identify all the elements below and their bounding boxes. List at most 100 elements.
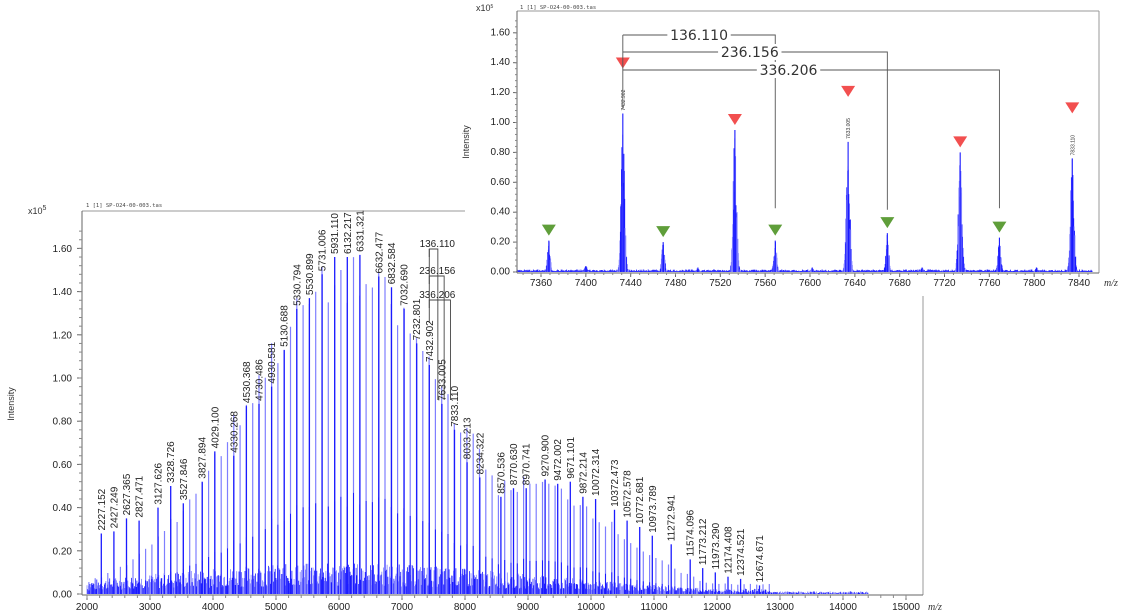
inset-peak-13 <box>1031 267 1042 272</box>
main-peak-label-9: 4330.268 <box>229 411 240 453</box>
main-x-tick-label-8: 10000 <box>577 602 605 613</box>
main-peak-label-38: 10572.578 <box>623 470 634 518</box>
main-peak-label-43: 11773.212 <box>698 518 709 565</box>
inset-peak-5 <box>728 129 741 272</box>
main-x-tick-label-1: 3000 <box>139 602 162 613</box>
inset-peak-6 <box>770 240 780 272</box>
main-peak-label-29: 8570.536 <box>496 452 507 494</box>
main-x-tick-label-6: 8000 <box>454 602 477 613</box>
main-y-tick-label-8: 1.60 <box>53 244 73 255</box>
inset-x-tick-label-1: 7400 <box>575 278 598 289</box>
main-y-scale: x105 <box>28 205 47 216</box>
inset-peak-2 <box>616 113 629 272</box>
green-triangle-marker-6 <box>768 224 783 236</box>
inset-peak-4 <box>693 267 703 272</box>
inset-bracket-label-bg-1 <box>718 44 782 60</box>
main-peak-label-34: 9671.101 <box>566 437 577 479</box>
main-y-tick-label-0: 0.00 <box>53 590 73 601</box>
main-y-tick-label-7: 1.40 <box>53 287 73 298</box>
inset-peak-9 <box>882 233 892 272</box>
inset-bracket-label-bg-0 <box>667 27 731 43</box>
main-x-tick-label-5: 7000 <box>391 602 414 613</box>
main-peak-label-47: 12674.671 <box>755 535 766 583</box>
inset-peak-1 <box>581 266 591 272</box>
main-bracket-label-2: 336.206 <box>419 290 456 301</box>
main-peak-label-31: 8970.741 <box>522 443 533 485</box>
main-peak-label-7: 3827.894 <box>198 437 209 479</box>
inset-peak-label-2: 7432.902 <box>621 89 627 110</box>
main-x-tick-label-9: 11000 <box>640 602 668 613</box>
inset-x-tick-label-2: 7440 <box>620 278 643 289</box>
main-peak-label-8: 4029.100 <box>210 406 221 448</box>
red-triangle-marker-8 <box>841 85 856 97</box>
inset-y-tick-label-3: 0.60 <box>491 177 511 188</box>
main-peak-label-17: 5931.110 <box>330 213 341 254</box>
inset-peak-8 <box>842 141 854 272</box>
inset-x-tick-label-7: 7640 <box>844 278 867 289</box>
inset-peak-3 <box>658 242 668 272</box>
main-y-tick-label-1: 0.20 <box>53 546 73 557</box>
main-x-tick-label-13: 15000 <box>892 602 920 613</box>
main-y-tick-label-5: 1.00 <box>53 374 73 385</box>
main-peak-label-44: 11973.290 <box>711 522 722 569</box>
inset-peak-7 <box>807 267 817 272</box>
main-x-tick-label-12: 14000 <box>829 602 857 613</box>
inset-y-tick-label-8: 1.60 <box>491 27 511 38</box>
inset-peak-12 <box>994 237 1005 272</box>
inset-peak-label-14: 7833.110 <box>1070 135 1076 156</box>
green-triangle-marker-0 <box>541 224 556 236</box>
main-peak-label-4: 3127.626 <box>154 462 165 504</box>
main-peak-label-40: 10973.789 <box>648 485 659 533</box>
main-x-tick-label-7: 9000 <box>517 602 540 613</box>
main-peak-label-3: 2827.471 <box>135 475 146 517</box>
inset-x-tick-label-0: 7360 <box>530 278 553 289</box>
main-bracket-label-1: 236.156 <box>419 266 456 277</box>
main-peak-label-15: 5530.899 <box>305 253 316 295</box>
main-y-tick-label-3: 0.60 <box>53 460 73 471</box>
main-peak-label-36: 10072.314 <box>591 448 602 496</box>
inset-x-tick-label-12: 7840 <box>1068 278 1091 289</box>
inset-y-tick-label-4: 0.80 <box>491 147 511 158</box>
inset-y-tick-label-6: 1.20 <box>491 87 511 98</box>
inset-bracket-1 <box>622 51 888 210</box>
green-triangle-marker-9 <box>880 217 895 229</box>
inset-chart: x105 1 [1] SP-O24-00-003.tas Intensity m… <box>461 2 1121 296</box>
main-peak-label-32: 9270.900 <box>541 434 552 476</box>
main-y-tick-label-6: 1.20 <box>53 330 73 341</box>
main-peak-label-28: 8234.322 <box>475 432 486 474</box>
main-x-tick-label-3: 5000 <box>265 602 288 613</box>
main-x-tick-label-4: 6000 <box>328 602 351 613</box>
red-triangle-marker-5 <box>727 113 742 125</box>
main-peak-label-21: 6832.584 <box>387 242 398 284</box>
inset-bracket-label-0: 136.110 <box>670 28 728 44</box>
inset-bracket-2 <box>622 69 1000 209</box>
inset-peak-11 <box>954 152 967 272</box>
main-x-axis-label: m/z <box>928 602 942 613</box>
main-y-tick-label-4: 0.80 <box>53 417 73 428</box>
main-x-tick-label-0: 2000 <box>76 602 99 613</box>
main-peak-label-24: 7432.902 <box>425 320 436 362</box>
main-peak-label-1: 2427.249 <box>109 486 120 528</box>
main-peak-label-14: 5330.794 <box>292 264 303 306</box>
inset-x-tick-label-4: 7520 <box>709 278 732 289</box>
main-peak-label-5: 3328.726 <box>166 441 177 483</box>
main-peak-label-11: 4730.486 <box>255 359 266 401</box>
main-peak-label-2: 2627.365 <box>122 473 133 515</box>
inset-y-tick-label-0: 0.00 <box>491 267 511 278</box>
inset-x-tick-label-10: 7760 <box>978 278 1001 289</box>
inset-x-axis-label: m/z <box>1104 278 1118 289</box>
inset-x-tick-label-6: 7600 <box>799 278 822 289</box>
inset-x-tick-label-8: 7680 <box>889 278 912 289</box>
main-peak-label-41: 11272.941 <box>667 494 678 541</box>
main-peak-label-22: 7032.690 <box>400 264 411 306</box>
inset-y-tick-label-2: 0.40 <box>491 207 511 218</box>
main-peak-label-0: 2227.152 <box>97 488 108 530</box>
main-peak-label-35: 9872.214 <box>578 452 589 494</box>
main-bracket-label-0: 136.110 <box>420 239 456 250</box>
main-peak-label-23: 7232.801 <box>412 298 423 340</box>
main-x-tick-label-2: 4000 <box>202 602 225 613</box>
inset-peak-0 <box>543 240 554 272</box>
green-triangle-marker-3 <box>656 226 671 238</box>
main-peak-label-6: 3527.846 <box>179 458 190 500</box>
